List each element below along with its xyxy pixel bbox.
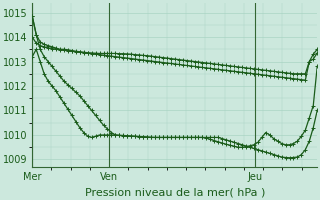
X-axis label: Pression niveau de la mer( hPa ): Pression niveau de la mer( hPa ) xyxy=(84,187,265,197)
